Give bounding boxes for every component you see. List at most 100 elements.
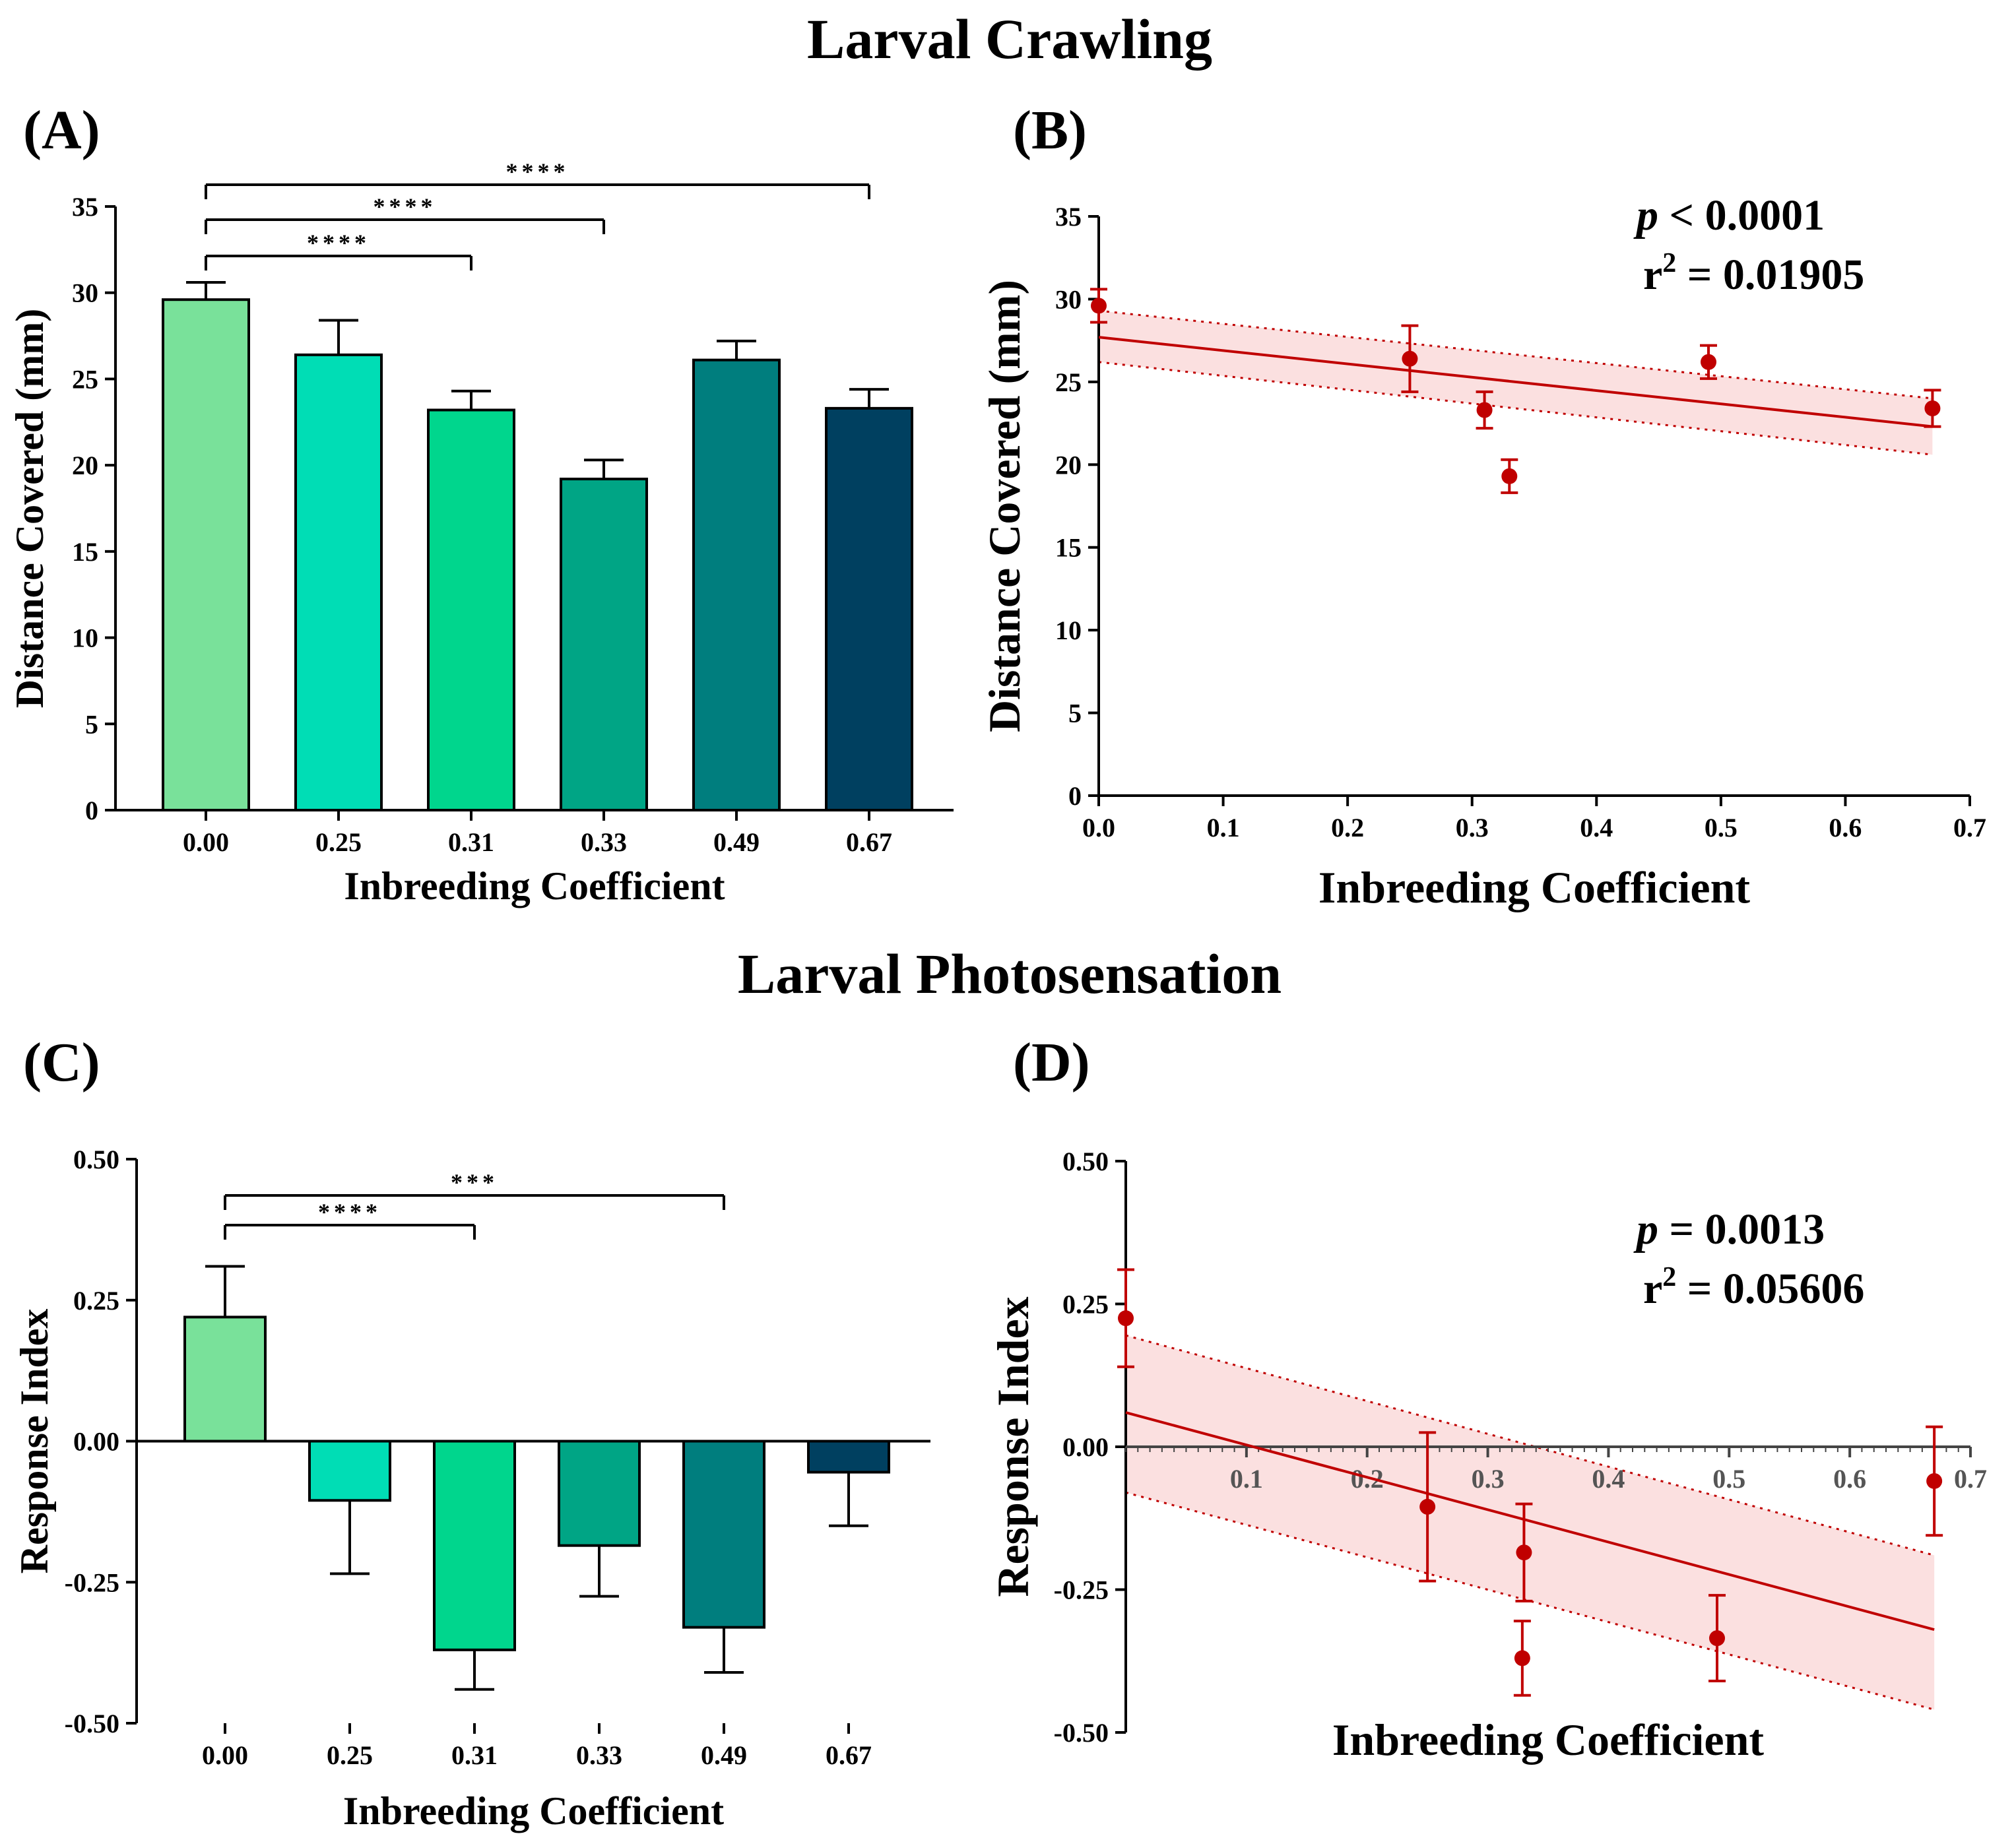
ci-lower-D bbox=[1125, 1491, 1935, 1711]
ci-band-D bbox=[1126, 1335, 1935, 1710]
x-tick-label-A-0.67: 0.67 bbox=[846, 827, 892, 857]
data-point-B-5 bbox=[1924, 400, 1941, 416]
x-tick-label-B-0.1: 0.1 bbox=[1207, 813, 1240, 842]
bar-A-0.00 bbox=[162, 298, 250, 811]
sig-label-C-1: *** bbox=[451, 1169, 498, 1195]
y-tick-label-A: 10 bbox=[72, 623, 98, 653]
x-tick-label-C-0.31: 0.31 bbox=[451, 1740, 498, 1770]
x-axis-title-B: Inbreeding Coefficient bbox=[1318, 862, 1750, 912]
x-axis-title-D: Inbreeding Coefficient bbox=[1332, 1715, 1764, 1765]
bar-A-0.33 bbox=[560, 478, 648, 811]
bar-C-0.49 bbox=[682, 1440, 765, 1629]
x-tick-label-A-0.25: 0.25 bbox=[315, 827, 362, 857]
data-point-B-2 bbox=[1476, 402, 1493, 418]
x-tick-label-D-0.4: 0.4 bbox=[1592, 1464, 1625, 1494]
stat-p-b: p < 0.0001 bbox=[1633, 191, 1825, 239]
stat-r2-d: r2 = 0.05606 bbox=[1643, 1262, 1864, 1313]
y-axis-title-D: Response Index bbox=[988, 1296, 1038, 1597]
y-tick-label-B: 25 bbox=[1055, 367, 1082, 397]
data-point-D-5 bbox=[1926, 1473, 1943, 1489]
x-tick-label-D-0.7: 0.7 bbox=[1954, 1464, 1987, 1494]
sig-label-A-2: **** bbox=[506, 158, 569, 185]
y-tick-label-C: -0.25 bbox=[65, 1568, 119, 1597]
data-point-B-1 bbox=[1402, 350, 1418, 367]
y-tick-label-A: 5 bbox=[85, 709, 98, 739]
data-point-B-4 bbox=[1701, 354, 1716, 370]
y-tick-label-D: 0.50 bbox=[1062, 1147, 1109, 1176]
y-tick-label-C: 0.25 bbox=[73, 1286, 119, 1315]
sig-label-A-0: **** bbox=[307, 230, 370, 256]
x-tick-label-B-0.5: 0.5 bbox=[1705, 813, 1738, 842]
y-tick-label-D: -0.25 bbox=[1054, 1575, 1109, 1605]
panel-label-d: (D) bbox=[1013, 1032, 1090, 1093]
x-tick-label-D-0.2: 0.2 bbox=[1351, 1464, 1384, 1494]
y-tick-label-B: 30 bbox=[1055, 284, 1082, 314]
bar-A-0.67 bbox=[825, 406, 913, 811]
x-tick-label-A-0.00: 0.00 bbox=[183, 827, 229, 857]
data-point-D-4 bbox=[1709, 1630, 1725, 1647]
x-tick-label-D-0.5: 0.5 bbox=[1712, 1464, 1745, 1494]
x-tick-label-C-0.00: 0.00 bbox=[202, 1740, 248, 1770]
y-tick-label-D: -0.50 bbox=[1054, 1718, 1109, 1748]
panel-label-c: (C) bbox=[23, 1032, 100, 1093]
y-tick-label-B: 20 bbox=[1055, 450, 1082, 480]
bar-C-0.31 bbox=[433, 1440, 516, 1651]
y-tick-label-B: 15 bbox=[1055, 533, 1082, 563]
stat-p-d: p = 0.0013 bbox=[1633, 1205, 1825, 1253]
panel-label-a: (A) bbox=[23, 100, 100, 161]
x-tick-label-B-0.6: 0.6 bbox=[1829, 813, 1862, 842]
data-point-D-0 bbox=[1118, 1310, 1134, 1327]
ci-upper-B bbox=[1098, 309, 1933, 400]
x-tick-label-D-0.1: 0.1 bbox=[1230, 1464, 1263, 1494]
y-axis-title-A: Distance Covered (mm) bbox=[8, 309, 51, 708]
x-axis-title-A: Inbreeding Coefficient bbox=[344, 864, 725, 908]
ci-upper-D bbox=[1125, 1334, 1935, 1556]
data-point-D-2 bbox=[1514, 1650, 1530, 1666]
x-tick-label-B-0.2: 0.2 bbox=[1331, 813, 1364, 842]
bar-A-0.25 bbox=[294, 353, 383, 811]
y-tick-label-B: 10 bbox=[1055, 616, 1082, 645]
panel-label-b: (B) bbox=[1013, 100, 1087, 161]
x-tick-label-A-0.33: 0.33 bbox=[581, 827, 627, 857]
bar-A-0.49 bbox=[692, 358, 781, 811]
bar-C-0.00 bbox=[183, 1315, 267, 1443]
ci-lower-B bbox=[1098, 361, 1933, 456]
bar-C-0.25 bbox=[308, 1440, 391, 1502]
sig-label-A-1: **** bbox=[374, 193, 437, 220]
x-tick-label-C-0.33: 0.33 bbox=[576, 1740, 622, 1770]
y-tick-label-B: 5 bbox=[1068, 699, 1082, 728]
bar-C-0.33 bbox=[558, 1440, 641, 1547]
y-tick-label-A: 30 bbox=[72, 278, 98, 308]
y-tick-label-A: 20 bbox=[72, 451, 98, 480]
y-tick-label-C: -0.50 bbox=[65, 1709, 119, 1738]
x-tick-label-A-0.31: 0.31 bbox=[448, 827, 494, 857]
fit-line-D bbox=[1125, 1411, 1935, 1632]
data-point-B-3 bbox=[1501, 468, 1518, 484]
y-tick-label-A: 25 bbox=[72, 364, 98, 394]
y-tick-label-B: 35 bbox=[1055, 202, 1082, 232]
x-tick-label-B-0.0: 0.0 bbox=[1082, 813, 1115, 842]
y-tick-label-A: 0 bbox=[85, 796, 98, 825]
y-tick-label-C: 0.50 bbox=[73, 1145, 119, 1174]
bar-C-0.67 bbox=[807, 1440, 890, 1474]
x-tick-label-D-0.6: 0.6 bbox=[1833, 1464, 1866, 1494]
section-title-photosensation: Larval Photosensation bbox=[738, 942, 1282, 1005]
y-tick-label-B: 0 bbox=[1068, 781, 1082, 811]
x-tick-label-C-0.49: 0.49 bbox=[701, 1740, 747, 1770]
x-tick-label-D-0.3: 0.3 bbox=[1472, 1464, 1505, 1494]
x-tick-label-C-0.25: 0.25 bbox=[327, 1740, 373, 1770]
y-tick-label-D: 0.25 bbox=[1062, 1290, 1109, 1319]
x-tick-label-B-0.7: 0.7 bbox=[1953, 813, 1986, 842]
bar-A-0.31 bbox=[427, 408, 515, 811]
y-tick-label-A: 15 bbox=[72, 537, 98, 567]
stat-r2-b: r2 = 0.01905 bbox=[1643, 248, 1864, 299]
data-point-D-3 bbox=[1516, 1544, 1532, 1561]
x-tick-label-B-0.3: 0.3 bbox=[1456, 813, 1489, 842]
y-axis-title-C: Response Index bbox=[13, 1309, 56, 1574]
fit-line-B bbox=[1098, 336, 1933, 428]
y-tick-label-D: 0.00 bbox=[1062, 1432, 1109, 1462]
section-title-crawling: Larval Crawling bbox=[807, 7, 1212, 71]
x-tick-label-B-0.4: 0.4 bbox=[1580, 813, 1613, 842]
